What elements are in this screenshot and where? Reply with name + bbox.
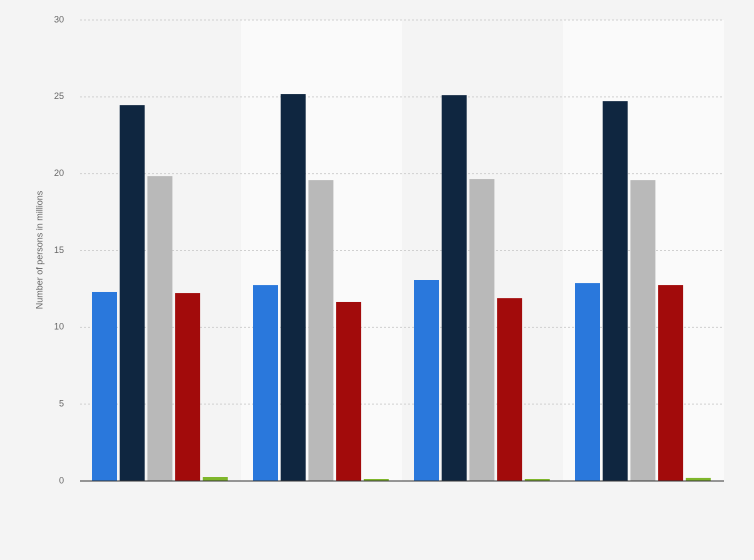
bar	[280, 94, 306, 482]
bar	[658, 285, 684, 481]
bar	[469, 179, 495, 482]
bar	[630, 180, 656, 481]
bar	[253, 285, 278, 481]
bar	[497, 298, 523, 481]
bar	[119, 105, 145, 481]
y-axis-label: Number of persons in millions	[34, 190, 44, 309]
bar	[92, 291, 117, 481]
y-tick-label: 5	[59, 399, 64, 409]
bar	[414, 280, 439, 481]
bar	[336, 301, 362, 481]
y-tick-label: 20	[54, 168, 64, 178]
bar	[175, 293, 201, 481]
bar	[441, 95, 467, 481]
bar	[363, 479, 389, 481]
bar	[575, 283, 600, 481]
bar	[524, 479, 550, 481]
y-tick-label: 10	[54, 322, 64, 332]
bar	[602, 101, 628, 482]
y-tick-label: 25	[54, 91, 64, 101]
bar	[202, 477, 228, 481]
bar	[308, 180, 334, 481]
bar	[685, 477, 711, 481]
y-tick-label: 30	[54, 14, 64, 24]
y-tick-label: 0	[59, 475, 64, 485]
bar	[147, 176, 173, 481]
y-tick-label: 15	[54, 245, 64, 255]
